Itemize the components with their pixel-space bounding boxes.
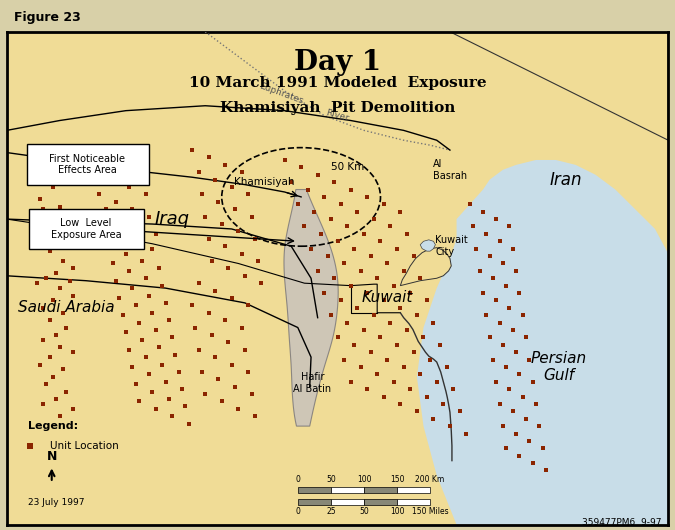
Bar xyxy=(364,487,397,493)
Bar xyxy=(331,499,364,505)
Text: Hafir
Al Batin: Hafir Al Batin xyxy=(294,372,331,393)
Bar xyxy=(298,487,331,493)
Polygon shape xyxy=(420,240,435,251)
Text: 23 July 1997: 23 July 1997 xyxy=(28,498,84,507)
Text: 10 March 1991 Modeled  Exposure: 10 March 1991 Modeled Exposure xyxy=(189,76,486,90)
Text: Day 1: Day 1 xyxy=(294,49,381,76)
Text: River: River xyxy=(325,108,350,123)
Text: 100: 100 xyxy=(389,507,404,516)
Text: N: N xyxy=(47,450,57,463)
Text: Saudi Arabia: Saudi Arabia xyxy=(18,301,115,315)
Text: Iran: Iran xyxy=(549,171,582,189)
Text: First Noticeable
Effects Area: First Noticeable Effects Area xyxy=(49,154,126,175)
Bar xyxy=(298,499,331,505)
Bar xyxy=(397,487,430,493)
Text: Persian
Gulf: Persian Gulf xyxy=(531,351,587,383)
Text: Kuwait
City: Kuwait City xyxy=(435,235,468,257)
Text: 200 Km: 200 Km xyxy=(416,475,445,484)
Text: Figure 23: Figure 23 xyxy=(14,11,80,24)
Text: 150 Miles: 150 Miles xyxy=(412,507,448,516)
Polygon shape xyxy=(400,248,452,286)
Text: Khamisiyah  Pit Demolition: Khamisiyah Pit Demolition xyxy=(220,101,455,115)
Text: Iraq: Iraq xyxy=(155,210,190,228)
Text: Kuwait: Kuwait xyxy=(361,290,413,305)
Text: Euphrates: Euphrates xyxy=(258,81,304,105)
Polygon shape xyxy=(417,160,668,525)
Text: 359477PM6  9-97: 359477PM6 9-97 xyxy=(582,518,662,527)
Text: 50: 50 xyxy=(359,507,369,516)
Text: Khamisiyah: Khamisiyah xyxy=(234,177,294,187)
Bar xyxy=(331,487,364,493)
Text: 50 Km: 50 Km xyxy=(331,162,364,172)
Text: Legend:: Legend: xyxy=(28,421,78,431)
FancyBboxPatch shape xyxy=(26,144,149,184)
Text: Low  Level
Exposure Area: Low Level Exposure Area xyxy=(51,218,122,240)
Text: 0: 0 xyxy=(296,475,300,484)
Text: 0: 0 xyxy=(296,507,300,516)
Text: 25: 25 xyxy=(326,507,335,516)
FancyBboxPatch shape xyxy=(28,209,144,249)
Bar xyxy=(397,499,430,505)
Text: 50: 50 xyxy=(326,475,335,484)
Text: Unit Location: Unit Location xyxy=(50,441,119,451)
Polygon shape xyxy=(450,32,668,140)
Polygon shape xyxy=(284,190,338,426)
Bar xyxy=(364,499,397,505)
Text: 100: 100 xyxy=(356,475,371,484)
Text: 150: 150 xyxy=(389,475,404,484)
Text: Al
Basrah: Al Basrah xyxy=(433,159,468,181)
